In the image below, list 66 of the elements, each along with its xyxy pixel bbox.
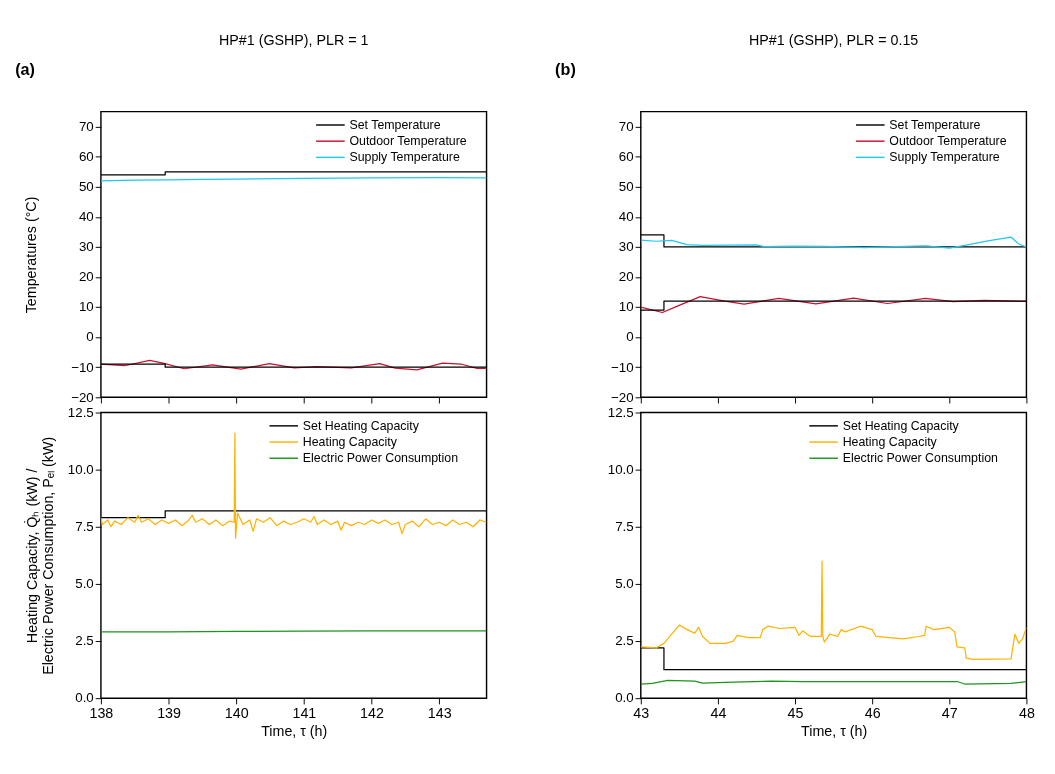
y-tick-label: 70 xyxy=(78,118,94,134)
legend-label: Outdoor Temperature xyxy=(349,133,467,148)
line-series xyxy=(640,560,1027,660)
y-tick-label: 20 xyxy=(78,269,94,285)
x-tick-label: 141 xyxy=(292,704,317,721)
y-tick-label: 40 xyxy=(78,209,94,225)
y-tick-label: 0 xyxy=(626,329,634,345)
y-tick-label: 10 xyxy=(618,299,634,315)
x-axis-title: Time, τ (h) xyxy=(801,722,868,739)
y-tick-label: −10 xyxy=(71,359,94,375)
text: (b) xyxy=(555,59,576,78)
y-tick-label: 10 xyxy=(78,299,94,315)
y-axis-title: Heating Capacity, Q̇ₕ (kW) / Electric Power Consumption, Pₑₗ (kW) xyxy=(23,436,56,675)
chart-title: HP#1 (GSHP), PLR = 1 xyxy=(219,32,369,48)
y-tick-label: 0 xyxy=(86,329,94,345)
y-tick-label: 2.5 xyxy=(75,633,94,649)
legend-label: Outdoor Temperature xyxy=(889,133,1007,148)
y-tick-label: 70 xyxy=(618,118,634,134)
y-tick-label: 50 xyxy=(618,179,634,195)
y-tick-label: 7.5 xyxy=(75,519,94,535)
x-tick-label: 142 xyxy=(360,704,384,721)
x-tick-label: 44 xyxy=(710,704,727,721)
y-tick-label: 12.5 xyxy=(607,404,634,420)
x-tick-label: 139 xyxy=(157,704,182,721)
legend-label: Supply Temperature xyxy=(349,150,460,165)
y-tick-label: 60 xyxy=(78,149,94,165)
legend-label: Set Heating Capacity xyxy=(302,418,420,433)
y-tick-label: −20 xyxy=(71,389,94,405)
y-axis-title: Temperatures (°C) xyxy=(22,196,39,314)
y-tick-label: 10.0 xyxy=(67,461,94,477)
legend-label: Electric Power Consumption xyxy=(302,451,459,466)
legend-label: Supply Temperature xyxy=(889,150,1000,165)
y-tick-label: 0.0 xyxy=(615,690,634,706)
y-tick-label: 40 xyxy=(618,209,634,225)
y-tick-label: 5.0 xyxy=(75,576,94,592)
y-tick-label: 0.0 xyxy=(75,690,94,706)
x-axis-title: Time, τ (h) xyxy=(261,722,328,739)
x-tick-label: 143 xyxy=(427,704,452,721)
y-tick-label: 60 xyxy=(618,149,634,165)
text: (a) xyxy=(15,59,35,78)
x-tick-label: 48 xyxy=(1018,704,1035,721)
y-tick-label: 50 xyxy=(78,179,94,195)
y-tick-label: 2.5 xyxy=(615,633,634,649)
y-tick-label: −20 xyxy=(611,389,634,405)
y-tick-label: −10 xyxy=(611,359,634,375)
x-tick-label: 140 xyxy=(224,704,249,721)
legend-label: Heating Capacity xyxy=(302,434,398,449)
y-tick-label: 30 xyxy=(78,239,94,255)
legend-label: Electric Power Consumption xyxy=(842,451,999,466)
y-tick-label: 5.0 xyxy=(615,576,634,592)
y-tick-label: 10.0 xyxy=(607,461,634,477)
legend-label: Set Temperature xyxy=(889,117,981,132)
legend-label: Set Heating Capacity xyxy=(842,418,960,433)
x-tick-label: 45 xyxy=(787,704,804,721)
y-tick-label: 7.5 xyxy=(615,519,634,535)
x-tick-label: 138 xyxy=(89,704,114,721)
chart-title: HP#1 (GSHP), PLR = 0.15 xyxy=(748,32,919,48)
legend-label: Heating Capacity xyxy=(842,434,938,449)
y-tick-label: 30 xyxy=(618,239,634,255)
y-tick-label: 12.5 xyxy=(67,404,94,420)
line-series xyxy=(100,432,487,539)
legend-label: Set Temperature xyxy=(349,117,441,132)
y-tick-label: 20 xyxy=(618,269,634,285)
x-tick-label: 47 xyxy=(941,704,958,721)
x-tick-label: 43 xyxy=(633,704,650,721)
x-tick-label: 46 xyxy=(864,704,881,721)
